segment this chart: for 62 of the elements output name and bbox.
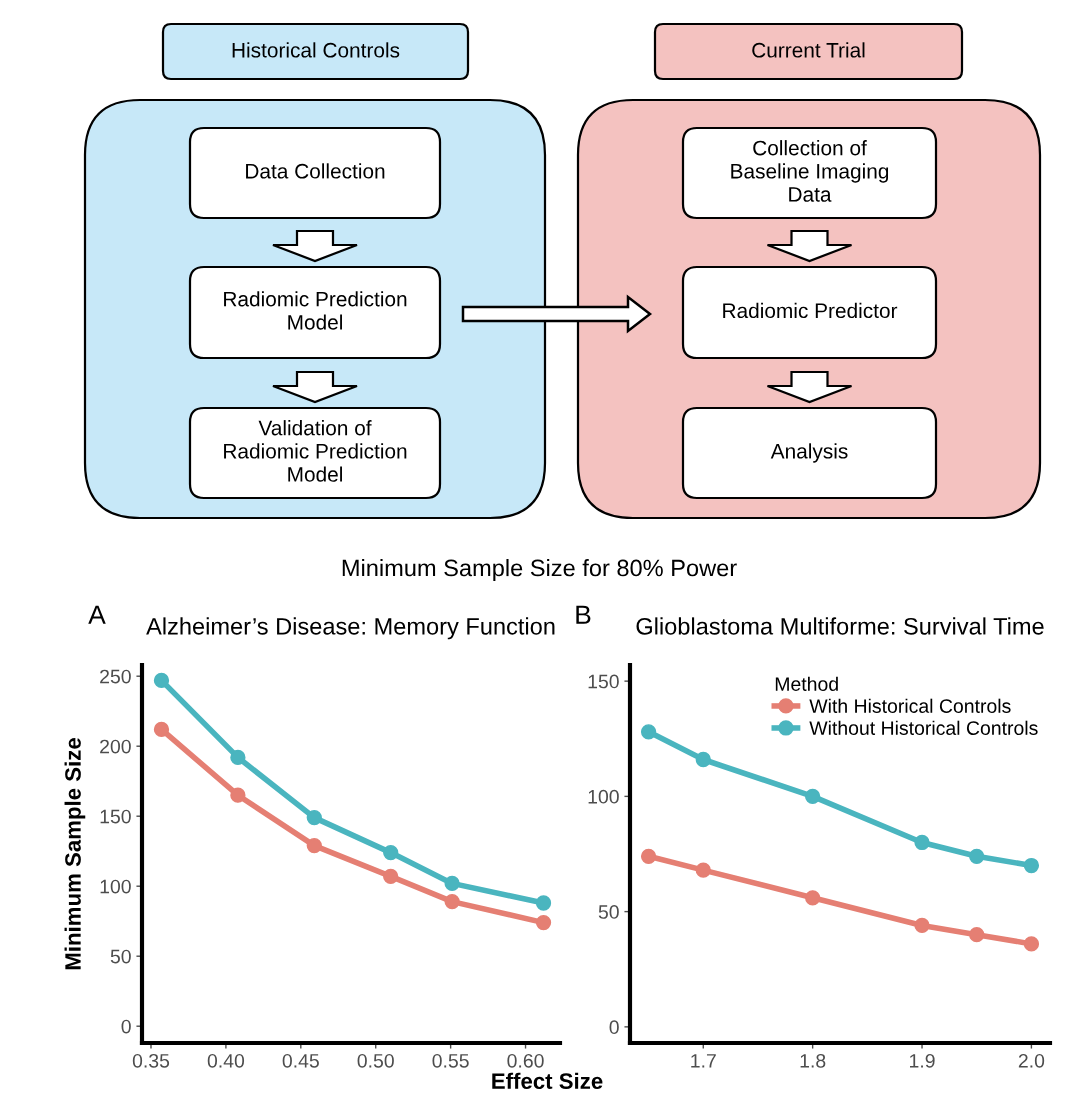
text: Historical Controls — [232, 42, 400, 58]
text: Radiomic Prediction Model — [224, 291, 407, 330]
point — [969, 848, 985, 864]
point — [969, 927, 985, 943]
x-tick-label: 1.8 — [800, 1053, 826, 1068]
point — [306, 809, 322, 826]
x-tick-label: 1.9 — [910, 1053, 935, 1068]
y-tick-label: 150 — [588, 674, 619, 689]
point — [153, 672, 170, 689]
point — [230, 749, 246, 766]
text: Minimum Sample Size for 80% Power — [342, 558, 737, 581]
legend-title: Method — [775, 676, 838, 691]
point — [805, 890, 821, 906]
text: A — [88, 605, 106, 624]
y-tick-label: 100 — [100, 879, 131, 894]
text: Collection of Baseline Imaging Data — [731, 140, 889, 202]
point — [1023, 936, 1040, 952]
y-tick-label: 0 — [609, 1020, 619, 1035]
text: Analysis — [770, 443, 848, 463]
legend-label: With Historical Controls — [809, 698, 1011, 713]
y-tick-label: 0 — [121, 1019, 131, 1034]
point — [230, 787, 246, 803]
point — [914, 917, 930, 934]
point — [306, 837, 322, 854]
point — [444, 875, 460, 892]
text: Data Collection — [246, 163, 385, 179]
point — [805, 788, 821, 805]
text: Validation of Radiomic Prediction Model — [224, 420, 407, 482]
text: B — [576, 605, 591, 624]
legend-label: Without Historical Controls — [809, 720, 1038, 735]
y-axis-title: Minimum Sample Size — [64, 738, 86, 970]
y-tick-label: 100 — [588, 789, 619, 804]
x-tick-label: 0.45 — [282, 1053, 319, 1068]
point — [695, 862, 711, 878]
y-tick-label: 50 — [110, 949, 131, 964]
x-tick-label: 0.55 — [432, 1053, 469, 1068]
x-tick-label: 0.35 — [132, 1053, 170, 1068]
point — [695, 751, 711, 768]
y-tick-label: 50 — [598, 905, 619, 919]
point — [1023, 857, 1040, 874]
x-axis-title: Effect Size — [492, 1072, 603, 1089]
x-tick-label: 0.50 — [357, 1053, 394, 1068]
y-tick-label: 250 — [100, 669, 131, 684]
x-tick-label: 1.7 — [691, 1054, 716, 1068]
y-tick-label: 150 — [100, 809, 131, 824]
y-tick-label: 200 — [100, 739, 131, 754]
x-tick-label: 0.40 — [207, 1053, 245, 1068]
point — [383, 868, 399, 885]
text: Radiomic Predictor — [723, 302, 898, 319]
point — [535, 914, 552, 931]
point — [383, 844, 399, 861]
x-tick-label: 0.60 — [507, 1053, 544, 1068]
x-tick-label: 2.0 — [1018, 1053, 1045, 1068]
point — [444, 893, 460, 910]
point — [640, 724, 657, 740]
chart-title: Alzheimer’s Disease: Memory Function — [146, 617, 555, 640]
point — [535, 895, 552, 911]
point — [914, 834, 930, 851]
text: Current Trial — [752, 42, 865, 58]
chart-title: Glioblastoma Multiforme: Survival Time — [636, 617, 1044, 635]
point — [153, 721, 170, 738]
point — [640, 848, 657, 864]
